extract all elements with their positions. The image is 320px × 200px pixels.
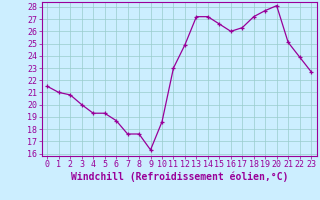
X-axis label: Windchill (Refroidissement éolien,°C): Windchill (Refroidissement éolien,°C) [70, 172, 288, 182]
